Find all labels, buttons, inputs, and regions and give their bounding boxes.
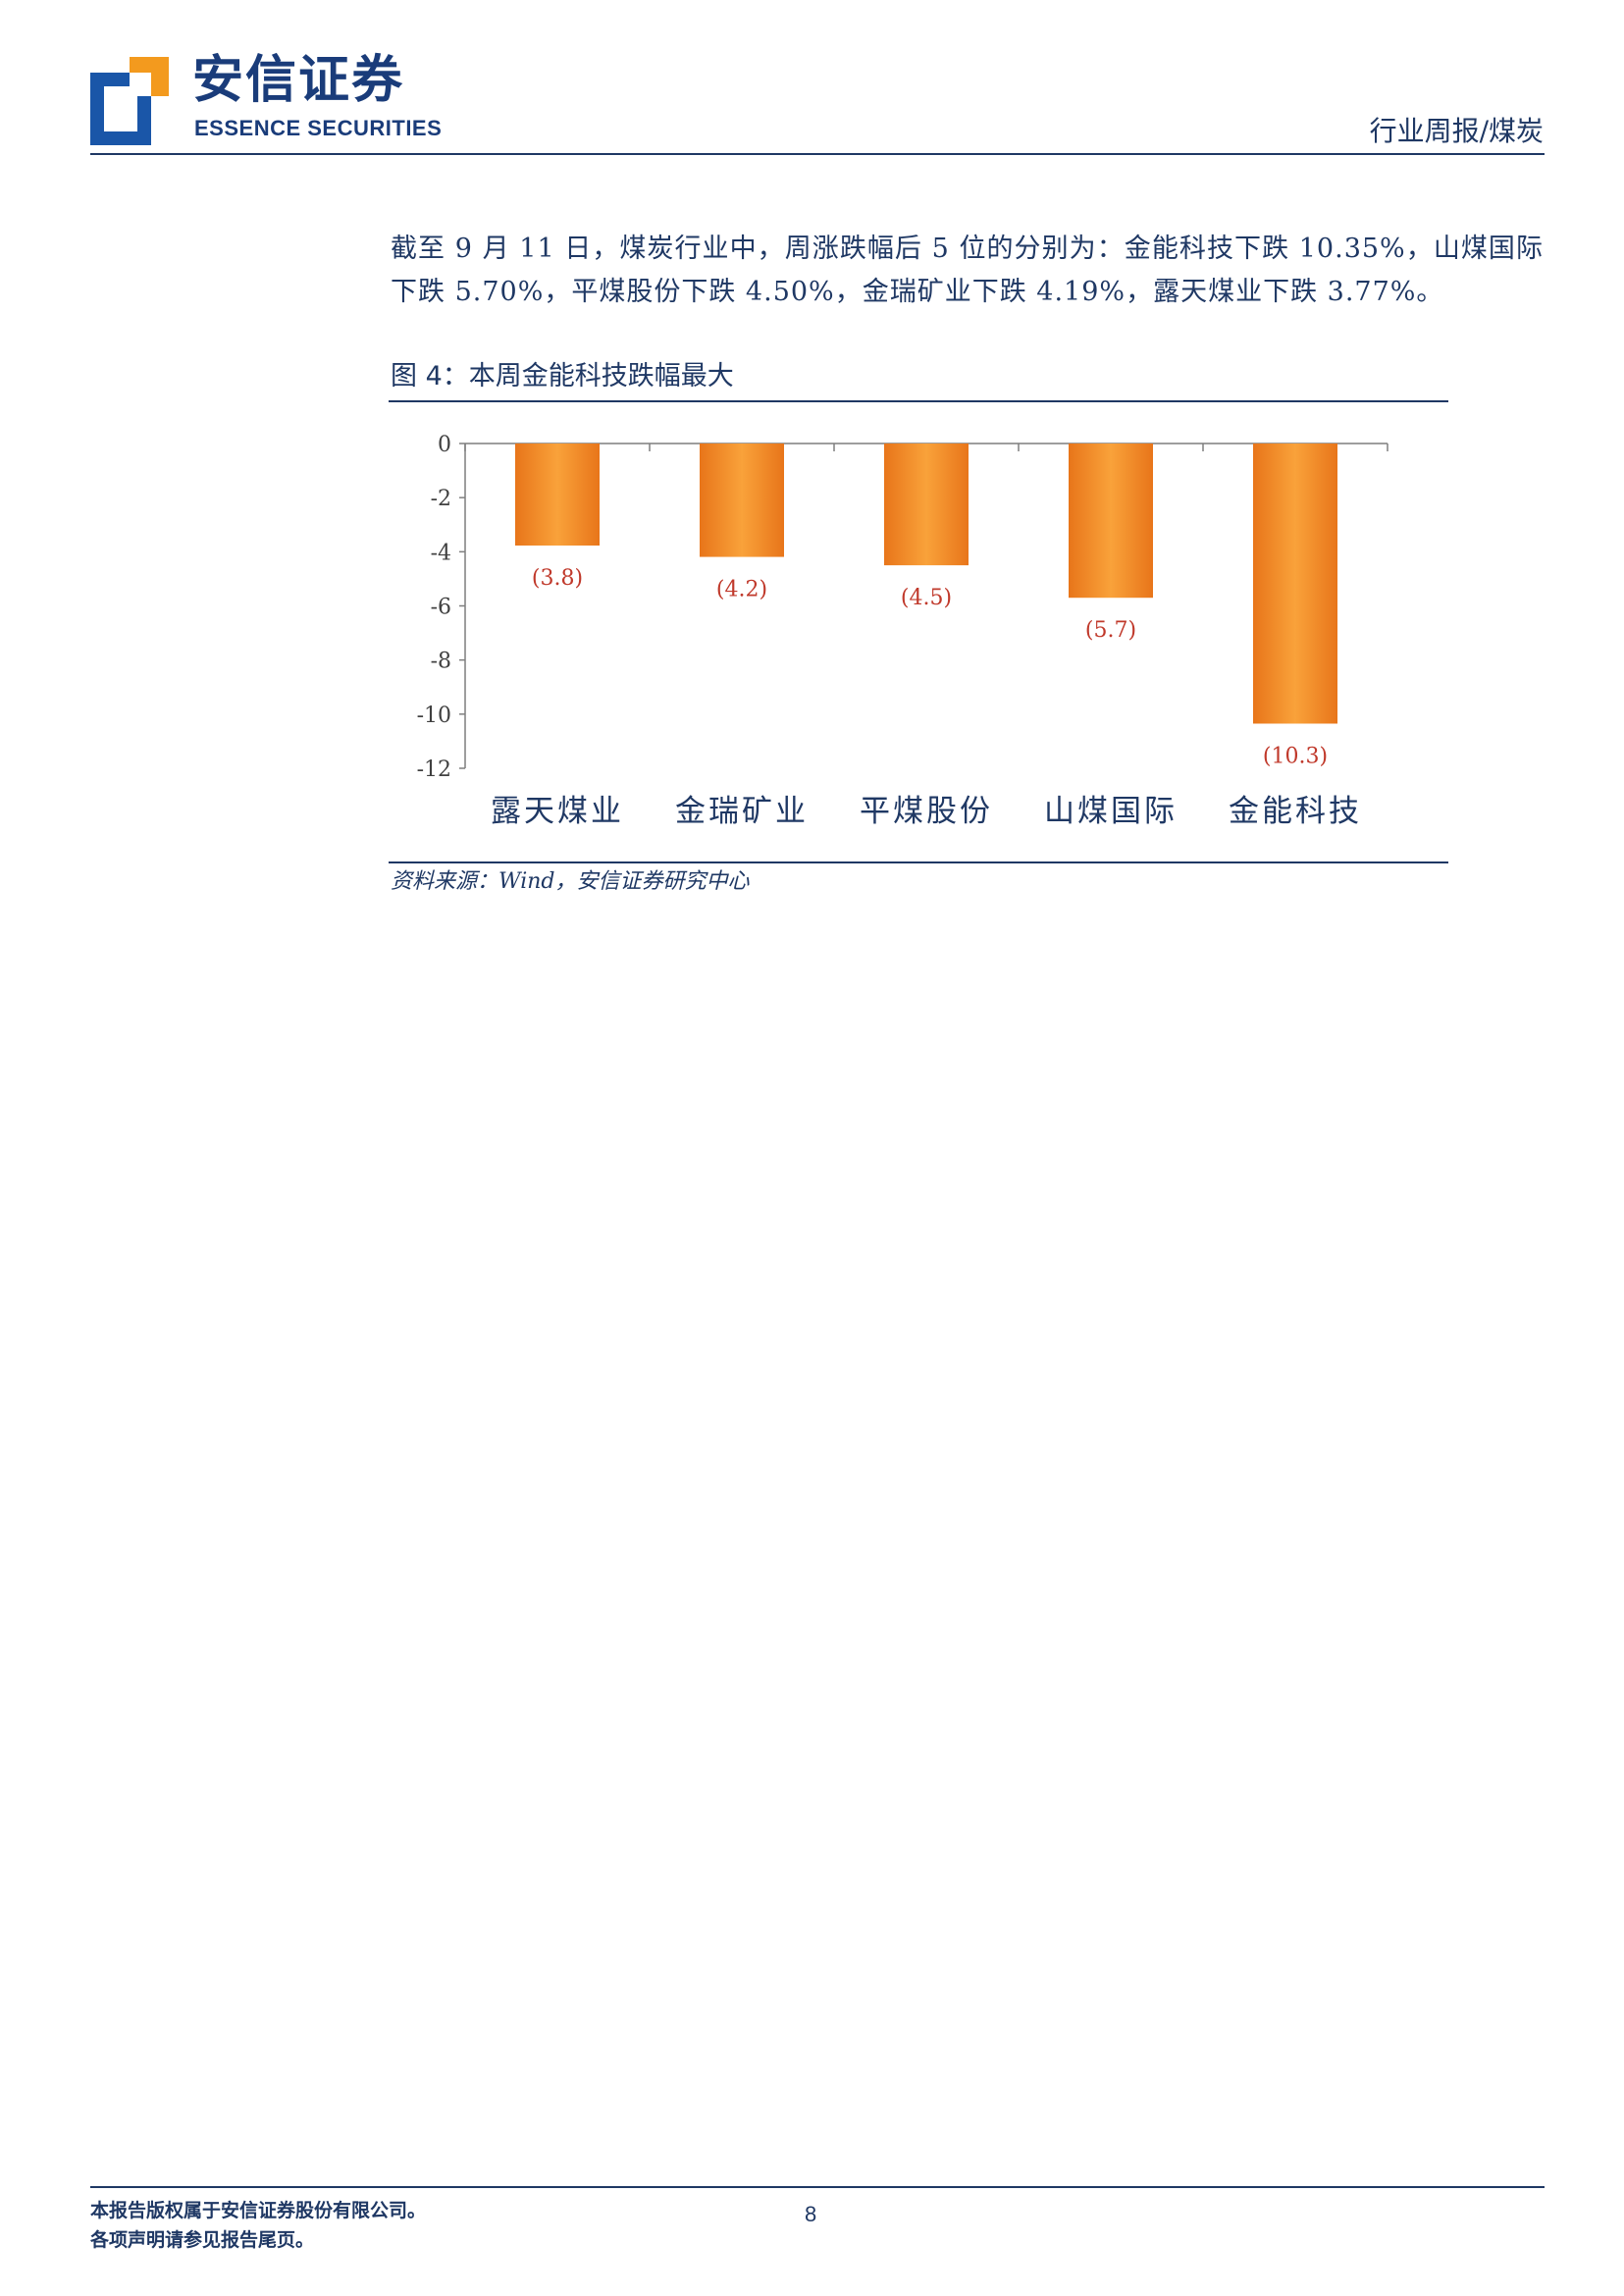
bar — [515, 444, 600, 546]
brand-name: 安信证券 — [192, 51, 405, 110]
bar — [1069, 444, 1153, 599]
footer-copyright: 本报告版权属于安信证券股份有限公司。 — [90, 2200, 427, 2221]
y-tick-label: -2 — [431, 487, 451, 511]
figure-source: 资料来源：Wind，安信证券研究中心 — [391, 869, 750, 894]
footer-divider — [90, 2186, 1545, 2188]
figure-bottom-rule — [389, 861, 1448, 863]
bar — [700, 444, 784, 557]
category-label: 金能科技 — [1229, 794, 1362, 829]
footer-disclaimer: 各项声明请参见报告尾页。 — [90, 2229, 315, 2251]
essence-logo-icon — [90, 57, 169, 145]
report-section: 行业周报/煤炭 — [1369, 115, 1544, 147]
y-tick-label: -12 — [417, 757, 451, 782]
category-label: 平煤股份 — [860, 794, 993, 829]
bar — [1253, 444, 1337, 724]
figure-caption: ：本周金能科技跌幅最大 — [442, 361, 734, 391]
bar-chart: 0 -2 -4 -6 -8 -10 -12 (3.8) 露天煤业 (4.2) 金瑞矿业 (4.5) 平煤… — [417, 433, 1388, 829]
figure-title: 图 4：本周金能科技跌幅最大 — [391, 363, 734, 390]
category-label: 山煤国际 — [1044, 794, 1178, 829]
y-tick-label: -6 — [431, 596, 451, 620]
data-label: (4.2) — [716, 578, 767, 602]
page-number: 8 — [805, 2202, 817, 2226]
y-tick-label: -8 — [431, 650, 451, 674]
figure-label: 图 — [391, 361, 417, 391]
header-divider — [90, 153, 1545, 155]
category-label: 金瑞矿业 — [675, 794, 809, 829]
body-paragraph: 截至 9 月 11 日，煤炭行业中，周涨跌幅后 5 位的分别为：金能科技下跌 1… — [391, 234, 1544, 307]
chart-container: 0 -2 -4 -6 -8 -10 -12 (3.8) 露天煤业 (4.2) 金瑞矿业 (4.5) 平煤… — [389, 412, 1448, 844]
figure-number: 4 — [425, 361, 443, 391]
figure-top-rule — [389, 400, 1448, 402]
data-label: (5.7) — [1085, 618, 1136, 643]
y-tick-label: -10 — [417, 704, 451, 728]
y-tick-label: 0 — [438, 433, 451, 457]
data-label: (10.3) — [1263, 744, 1328, 768]
data-label: (3.8) — [532, 566, 583, 591]
category-label: 露天煤业 — [491, 794, 624, 829]
page-header: 安信证券 ESSENCE SECURITIES 行业周报/煤炭 — [0, 0, 1624, 157]
data-label: (4.5) — [901, 586, 952, 610]
brand-name-english: ESSENCE SECURITIES — [194, 116, 443, 140]
bar — [884, 444, 969, 566]
y-tick-label: -4 — [431, 541, 451, 565]
